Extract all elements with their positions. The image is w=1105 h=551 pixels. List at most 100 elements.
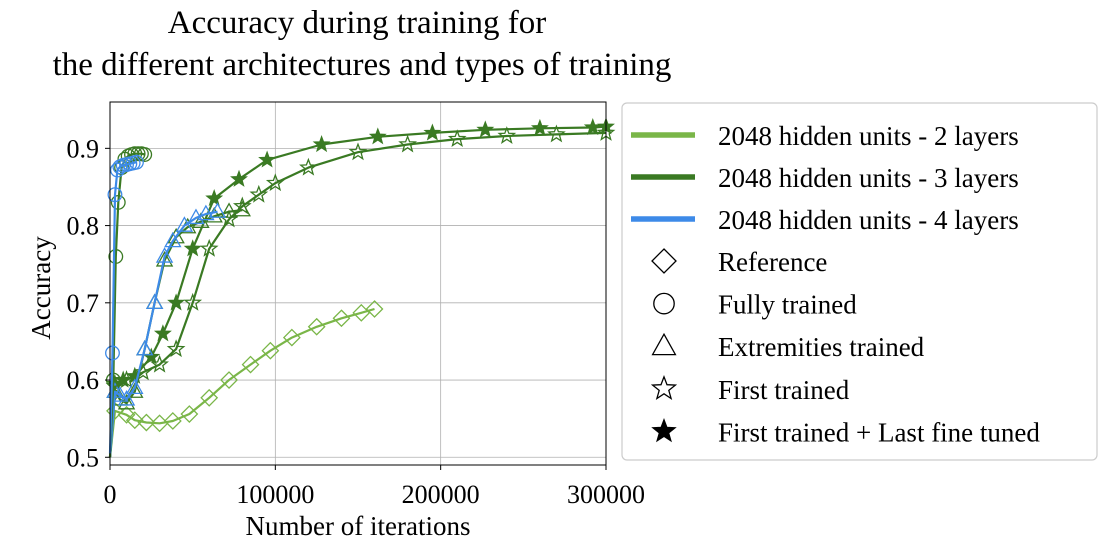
y-tick-label: 0.9: [67, 134, 100, 163]
data-point: [127, 146, 143, 162]
data-point: [126, 382, 144, 398]
data-point: [547, 124, 566, 143]
chart-title-line-2: the different architectures and types of…: [53, 47, 672, 83]
data-point: [163, 412, 182, 430]
legend: 2048 hidden units - 2 layers 2048 hidden …: [621, 102, 1098, 461]
data-point: [497, 126, 517, 145]
plot-frame: [109, 101, 607, 466]
series-0: [106, 300, 384, 458]
legend-marker-label: Fully trained: [718, 290, 857, 320]
legend-box: [621, 102, 1098, 461]
series-line: [108, 131, 607, 458]
series-2: [105, 123, 616, 458]
data-point: [368, 127, 387, 145]
data-point: [107, 187, 123, 203]
data-point: [232, 196, 252, 215]
legend-marker-label: First trained + Last fine tuned: [718, 417, 1040, 447]
legend-line-label: 2048 hidden units - 3 layers: [718, 163, 1019, 193]
data-point: [265, 173, 285, 192]
data-point: [166, 339, 186, 358]
data-point: [352, 303, 371, 322]
y-tick-label: 0.6: [67, 366, 100, 395]
legend-marker-label: Reference: [718, 247, 827, 277]
ticks: 0 100000 200000 300000 0.5 0.6 0.7 0.8 0.9: [67, 134, 646, 509]
data-point: [153, 324, 172, 342]
series-4: [106, 202, 227, 458]
data-point: [282, 328, 301, 347]
legend-marker-triangle-open: [651, 332, 677, 356]
data-point: [447, 129, 467, 147]
data-point: [530, 118, 549, 136]
data-point: [423, 123, 442, 141]
data-point: [200, 388, 219, 407]
data-point: [130, 146, 146, 162]
data-point: [583, 118, 602, 136]
data-point: [307, 317, 326, 336]
y-axis-label: Accuracy: [26, 236, 56, 340]
data-point: [117, 393, 136, 410]
data-point: [261, 341, 280, 360]
data-point: [299, 157, 318, 176]
x-tick-label: 200000: [402, 480, 480, 509]
series-line: [108, 161, 137, 454]
data-point: [133, 362, 153, 381]
x-axis-label: Number of iterations: [246, 511, 471, 541]
series-line: [108, 307, 375, 458]
legend-marker-label: First trained: [718, 375, 850, 405]
data-point: [205, 189, 224, 207]
data-point: [220, 202, 238, 218]
data-point: [137, 413, 156, 432]
x-tick-label: 100000: [236, 480, 314, 509]
data-point: [208, 202, 227, 218]
data-point: [136, 339, 154, 356]
chart-title-line-1: Accuracy during training for: [168, 5, 546, 41]
data-point: [230, 169, 248, 187]
y-tick-label: 0.5: [67, 443, 100, 472]
data-point: [117, 390, 136, 406]
data-point: [197, 204, 215, 221]
series-line: [108, 210, 218, 458]
data-point: [105, 376, 125, 395]
series-line: [108, 125, 607, 458]
data-point: [220, 371, 238, 389]
data-point: [145, 293, 164, 310]
data-point: [167, 293, 186, 311]
data-point: [241, 355, 260, 374]
legend-marker-star-open: [650, 374, 678, 401]
data-point: [117, 370, 136, 388]
data-point: [110, 194, 126, 210]
y-tick-label: 0.7: [67, 289, 100, 318]
data-point: [332, 309, 351, 328]
data-point: [117, 405, 136, 424]
legend-marker-star-filled: [651, 417, 677, 443]
data-point: [111, 386, 129, 402]
legend-items: 2048 hidden units - 2 layers 2048 hidden …: [631, 121, 1040, 447]
x-tick-label: 0: [104, 480, 117, 509]
legend-marker-label: Extremities trained: [718, 332, 925, 362]
legend-line-label: 2048 hidden units - 2 layers: [718, 121, 1019, 151]
data-point: [155, 247, 174, 263]
legend-line-label: 2048 hidden units - 4 layers: [718, 205, 1019, 235]
data-point: [105, 345, 120, 361]
data-point: [175, 216, 194, 232]
series-group: [105, 117, 616, 458]
legend-marker-circle-open: [653, 292, 675, 315]
data-point: [126, 378, 144, 395]
data-point: [233, 200, 251, 217]
data-point: [137, 147, 153, 162]
data-point: [476, 120, 495, 138]
data-point: [183, 239, 202, 257]
data-point: [180, 405, 199, 423]
data-point: [348, 142, 368, 161]
data-point: [192, 212, 210, 228]
data-point: [249, 184, 269, 203]
data-point: [129, 154, 144, 170]
data-point: [365, 300, 384, 318]
data-point: [312, 135, 331, 153]
data-point: [164, 231, 182, 248]
y-tick-label: 0.8: [67, 212, 100, 241]
data-point: [150, 354, 169, 373]
data-point: [142, 347, 161, 365]
data-point: [199, 238, 219, 257]
